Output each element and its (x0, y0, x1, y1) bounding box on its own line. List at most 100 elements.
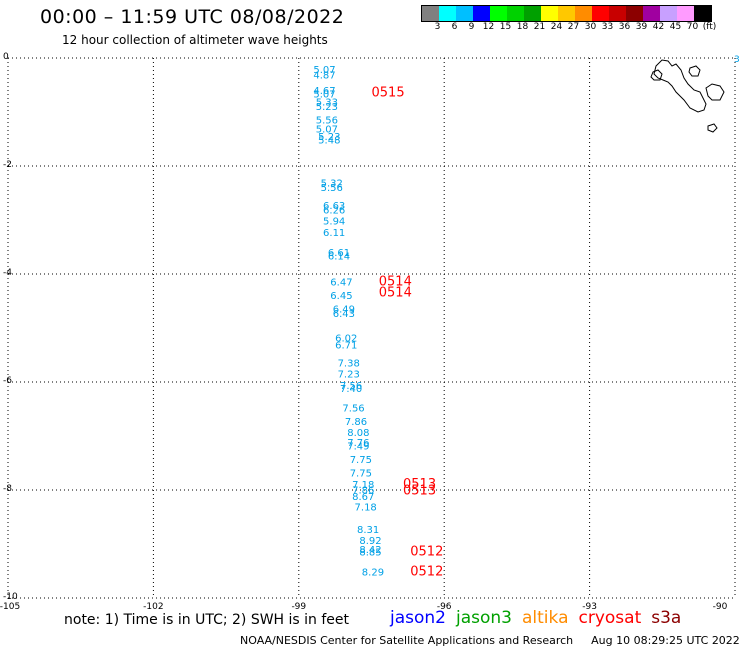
colorbar-label: 45 (669, 22, 682, 32)
swh-value: 6.43 (333, 309, 355, 320)
swh-value: 8.08 (347, 428, 369, 439)
pass-time-label: 0514 (379, 274, 412, 289)
swh-value: 6.02 (335, 334, 357, 345)
colorbar-label: 70 (686, 22, 699, 32)
swh-value: 7.76 (347, 438, 369, 449)
longitude-tick-label: -105 (0, 602, 21, 612)
swh-value: 8.92 (359, 536, 381, 547)
pass-time-label: 0514 (379, 286, 412, 301)
swh-value: 7.49 (347, 442, 369, 453)
latitude-tick-label: -2 (3, 160, 12, 170)
colorbar-label: 12 (482, 22, 495, 32)
colorbar-swatch (507, 6, 524, 21)
colorbar-label: 33 (601, 22, 614, 32)
pass-time-label: 0512 (410, 544, 443, 559)
pass-time-label: 0515 (372, 85, 405, 100)
galapagos-coastline (650, 59, 725, 133)
swh-value: 5.07 (316, 124, 338, 135)
colorbar-swatch (473, 6, 490, 21)
legend-entry-jason3: jason3 (456, 608, 512, 628)
latitude-tick-label: -6 (3, 376, 12, 386)
legend-entry-jason2: jason2 (390, 608, 446, 628)
colorbar-label: 18 (516, 22, 529, 32)
colorbar-swatch (524, 6, 541, 21)
map-grid (7, 57, 736, 599)
swh-value: 7.56 (340, 381, 362, 392)
swh-value: 6.11 (323, 228, 345, 239)
swh-value: 7.75 (350, 455, 372, 466)
swh-value: 6.45 (330, 291, 352, 302)
swh-value: 5.33 (316, 97, 338, 108)
colorbar-swatch (677, 6, 694, 21)
colorbar-swatch (592, 6, 609, 21)
swh-value: 6.63 (323, 201, 345, 212)
colorbar-label: 21 (533, 22, 546, 32)
swh-observations: 5.074.874.675.075.335.235.565.075.235.48… (313, 65, 384, 579)
swh-value: 6.26 (323, 205, 345, 216)
colorbar-label: 15 (499, 22, 512, 32)
swh-value: 7.40 (340, 384, 362, 395)
swh-value: 5.56 (321, 183, 343, 194)
colorbar-swatch (609, 6, 626, 21)
coast-floreana (707, 123, 718, 133)
colorbar-swatch (422, 6, 439, 21)
colorbar-label: 9 (468, 22, 475, 32)
pass-time-label: 0512 (410, 565, 443, 580)
colorbar-swatch (694, 6, 711, 21)
satellite-legend: jason2 jason3 altika cryosat s3a (390, 608, 691, 628)
swh-value: 5.23 (316, 102, 338, 113)
colorbar-swatch (490, 6, 507, 21)
legend-entry-altika: altika (522, 608, 569, 628)
longitude-tick-label: -93 (582, 602, 597, 612)
swh-value: 8.31 (357, 525, 379, 536)
colorbar-swatch (456, 6, 473, 21)
footnote: note: 1) Time is in UTC; 2) SWH is in fe… (64, 612, 350, 628)
swh-value: 7.38 (338, 358, 360, 369)
coast-isabela (653, 59, 707, 113)
colorbar-swatch (660, 6, 677, 21)
swh-value: 6.47 (330, 277, 352, 288)
colorbar-label: 36 (618, 22, 631, 32)
latitude-tick-label: 0 (3, 52, 9, 62)
swh-value: 5.94 (323, 217, 345, 228)
swh-value: 5.07 (313, 90, 335, 101)
longitude-tick-label: -96 (436, 602, 452, 612)
swh-colorbar (421, 5, 712, 22)
swh-value: 5.32 (321, 178, 343, 189)
swh-value: 5.48 (318, 136, 340, 147)
swh-value: 7.86 (352, 486, 374, 497)
colorbar-swatch (558, 6, 575, 21)
swh-value: 7.75 (350, 469, 372, 480)
colorbar-label: 6 (451, 22, 458, 32)
colorbar-label: 24 (550, 22, 563, 32)
colorbar-label: 3 (434, 22, 441, 32)
latitude-tick-label: -4 (3, 268, 12, 278)
swh-value: 6.49 (333, 304, 355, 315)
latitude-tick-label: -10 (3, 592, 18, 602)
swh-value: 7.86 (345, 417, 367, 428)
colorbar-swatch (626, 6, 643, 21)
pass-time-label: 0513 (403, 477, 436, 492)
swh-value: 4.87 (313, 70, 335, 81)
swh-value: 6.61 (328, 248, 350, 259)
coast-santacruz (705, 83, 725, 101)
longitude-tick-label: -99 (291, 602, 307, 612)
credit-text: NOAA/NESDIS Center for Satellite Applica… (240, 634, 574, 647)
page-title: 00:00 – 11:59 UTC 08/08/2022 (40, 6, 345, 28)
swh-value: 5.07 (313, 65, 335, 76)
generated-time: Aug 10 08:29:25 UTC 2022 (591, 634, 740, 647)
pass-time-label: 0513 (403, 484, 436, 499)
colorbar-swatch (643, 6, 660, 21)
latitude-tick-label: -8 (3, 484, 12, 494)
colorbar-label: 30 (584, 22, 597, 32)
swh-value: 4.67 (313, 86, 335, 97)
swh-value: 5.56 (316, 115, 338, 126)
longitude-tick-label: -102 (143, 602, 164, 612)
colorbar-label: 42 (652, 22, 665, 32)
swh-value: 6.71 (335, 340, 357, 351)
swh-value: 7.18 (355, 502, 377, 513)
longitude-tick-label: -90 (712, 602, 728, 612)
page-subtitle: 12 hour collection of altimeter wave hei… (62, 33, 328, 47)
credit-line: NOAA/NESDIS Center for Satellite Applica… (240, 634, 740, 647)
coast-santiago (688, 65, 701, 77)
